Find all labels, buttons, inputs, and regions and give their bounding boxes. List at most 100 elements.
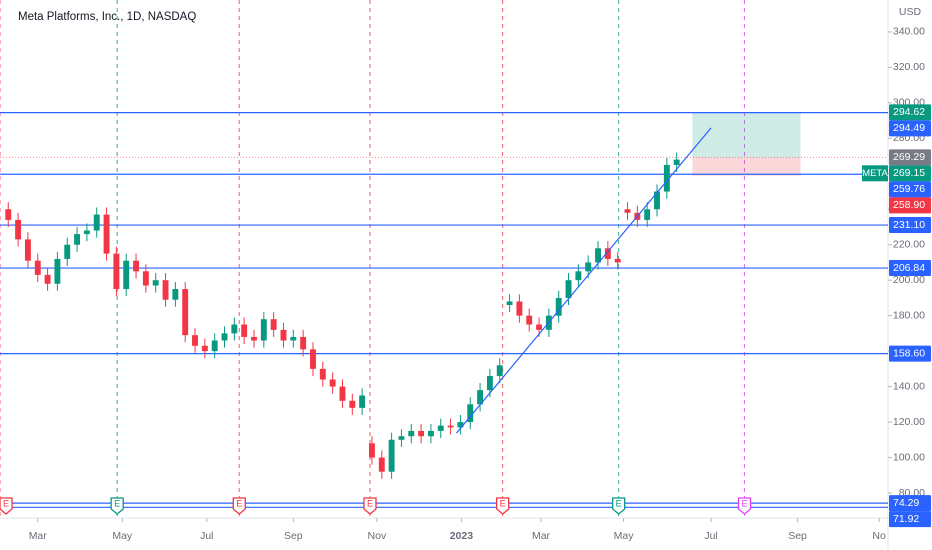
earnings-badge	[110, 497, 124, 515]
candle-body	[408, 430, 415, 437]
x-tick-label: No	[872, 530, 886, 542]
candle-body	[349, 400, 356, 408]
candle-body	[44, 274, 51, 284]
candle-body	[378, 457, 385, 472]
price-badge-label: 294.62	[893, 106, 925, 118]
candle-body	[241, 324, 248, 337]
y-tick-label: 320.00	[893, 61, 925, 73]
y-tick-label: 120.00	[893, 416, 925, 428]
candle-body	[673, 159, 680, 165]
candle-body	[447, 425, 454, 428]
candle-body	[270, 319, 277, 330]
price-badge-label: 269.15	[893, 167, 925, 179]
price-badge	[889, 104, 931, 121]
y-tick-label: 100.00	[893, 451, 925, 463]
candle-body	[83, 230, 90, 235]
candle-body	[369, 443, 375, 458]
candle-body	[15, 219, 22, 240]
candle-body	[280, 329, 287, 341]
candle-body	[93, 214, 100, 231]
x-tick-label: May	[112, 530, 133, 542]
candle-body	[192, 335, 198, 346]
y-tick-label: 340.00	[893, 26, 925, 38]
candle-body	[565, 280, 572, 298]
earnings-label: E	[236, 498, 242, 508]
candle-body	[486, 375, 493, 391]
x-tick-label: Nov	[368, 530, 387, 542]
candle-body	[595, 248, 601, 263]
candle-body	[64, 244, 71, 259]
candle-body	[555, 297, 562, 316]
candle-body	[359, 395, 366, 408]
earnings-badge	[0, 497, 13, 515]
candle-body	[398, 436, 405, 440]
price-badge	[889, 495, 931, 512]
price-badge-label: 74.29	[893, 497, 919, 509]
symbol-badge	[862, 165, 888, 182]
price-badge-label: 158.60	[893, 347, 925, 359]
candle-body	[142, 271, 149, 286]
currency-label: USD	[899, 6, 922, 18]
candle-body	[5, 209, 12, 220]
price-badge	[889, 120, 931, 137]
candle-body	[152, 280, 159, 286]
candle-body	[506, 301, 513, 306]
candle-body	[496, 365, 503, 376]
candle-body	[231, 324, 238, 334]
price-badge	[889, 260, 931, 277]
symbol-label: META	[862, 168, 888, 179]
x-tick-label: Sep	[284, 530, 303, 542]
candle-body	[614, 258, 621, 263]
candle-body	[310, 349, 316, 369]
x-tick-label: Mar	[532, 530, 551, 542]
candle-body	[133, 260, 139, 272]
earnings-badge	[612, 497, 626, 515]
price-badge	[889, 345, 931, 362]
target-zone	[692, 112, 801, 158]
y-tick-label: 220.00	[893, 239, 925, 251]
price-badge	[889, 181, 931, 198]
trendline	[456, 127, 712, 434]
candle-body	[516, 301, 523, 316]
candle-body	[467, 404, 474, 423]
candle-body	[182, 289, 189, 336]
earnings-badge	[363, 497, 377, 515]
candle-body	[74, 234, 81, 245]
x-tick-label: Jul	[200, 530, 213, 542]
candle-body	[624, 209, 631, 213]
candle-body	[54, 258, 61, 284]
candle-body	[644, 209, 651, 220]
candle-body	[211, 340, 218, 352]
y-tick-label: 140.00	[893, 380, 925, 392]
earnings-badge	[232, 497, 246, 515]
price-badge-label: 258.90	[893, 199, 925, 211]
candle-body	[477, 390, 484, 405]
candle-body	[24, 239, 31, 261]
price-badge-label: 206.84	[893, 262, 925, 274]
chart-title: Meta Platforms, Inc., 1D, NASDAQ	[18, 11, 196, 23]
candle-body	[585, 262, 592, 272]
price-badge-label: 71.92	[893, 513, 919, 525]
candle-body	[162, 280, 169, 300]
x-tick-label: Sep	[788, 530, 807, 542]
candle-body	[526, 315, 533, 325]
candle-body	[300, 336, 307, 350]
x-tick-label: May	[614, 530, 635, 542]
y-tick-label: 180.00	[893, 309, 925, 321]
candle-body	[319, 368, 326, 380]
price-badge	[889, 165, 931, 182]
earnings-label: E	[616, 498, 622, 508]
earnings-badge	[496, 497, 510, 515]
candle-body	[388, 439, 395, 472]
stop-zone	[692, 157, 801, 176]
earnings-label: E	[3, 498, 9, 508]
price-badge-label: 231.10	[893, 219, 925, 231]
candle-body	[221, 333, 228, 341]
price-badge-label: 259.76	[893, 183, 925, 195]
earnings-label: E	[367, 498, 373, 508]
candle-body	[654, 191, 660, 210]
candle-body	[172, 289, 179, 300]
candle-body	[251, 336, 257, 341]
price-badge	[889, 511, 931, 528]
